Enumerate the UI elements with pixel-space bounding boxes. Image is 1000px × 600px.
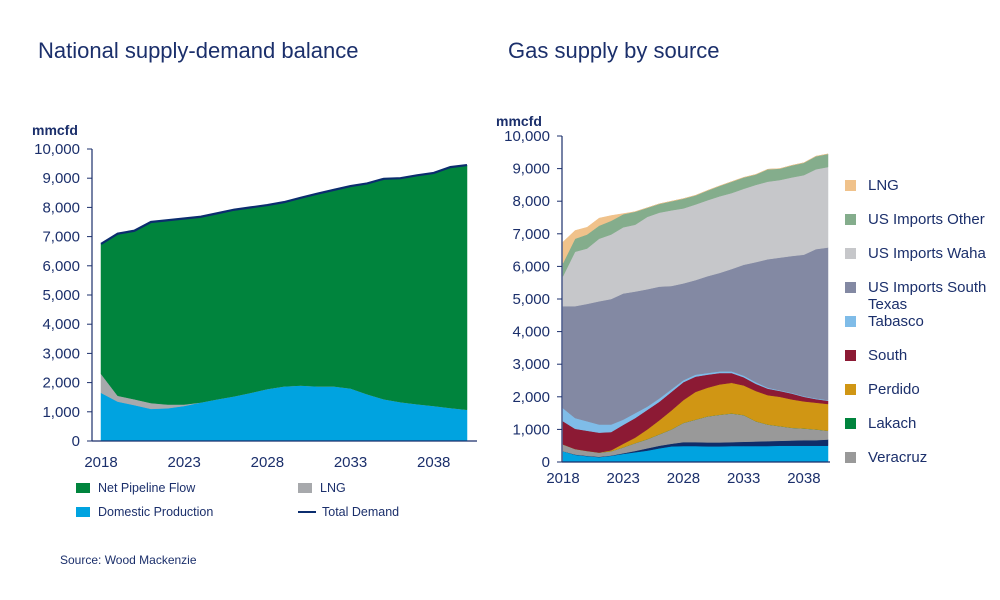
- y-tick-label: 1,000: [512, 421, 550, 438]
- y-tick-label: 8,000: [512, 193, 550, 210]
- legend-label: US Imports Other: [868, 211, 985, 228]
- legend-swatch: [845, 350, 856, 361]
- x-tick-label: 2033: [727, 470, 760, 487]
- y-tick-label: 6,000: [42, 258, 80, 275]
- right-chart-title: Gas supply by source: [508, 38, 720, 63]
- series-line-total-demand: [100, 163, 468, 245]
- y-tick-label: 4,000: [512, 324, 550, 341]
- legend-label: Veracruz: [868, 449, 928, 466]
- legend-label: Net Pipeline Flow: [98, 481, 196, 495]
- y-tick-label: 10,000: [504, 128, 550, 145]
- legend-label: US Imports South Texas: [868, 279, 987, 313]
- legend-swatch: [845, 316, 856, 327]
- legend-label: South: [868, 347, 908, 364]
- legend-perdido: Perdido: [845, 381, 995, 398]
- legend-veracruz: Veracruz: [845, 449, 995, 466]
- legend-swatch: [845, 214, 856, 225]
- left-chart-title: National supply-demand balance: [38, 38, 359, 63]
- legend-swatch: [845, 180, 856, 191]
- x-tick-label: 2028: [667, 470, 700, 487]
- x-tick-label: 2018: [546, 470, 579, 487]
- legend-net-pipeline: Net Pipeline Flow: [76, 481, 195, 495]
- legend-label: LNG: [868, 177, 899, 194]
- legend-total-demand: Total Demand: [298, 505, 399, 519]
- legend-swatch: [845, 248, 856, 259]
- y-tick-label: 3,000: [42, 345, 80, 362]
- legend-us-imports-other: US Imports Other: [845, 211, 995, 228]
- legend-lng-right: LNG: [845, 177, 995, 194]
- y-tick-label: 0: [72, 433, 80, 450]
- legend-swatch: [76, 483, 90, 493]
- y-unit-label: mmcfd: [32, 122, 78, 138]
- legend-lng: LNG: [298, 481, 346, 495]
- y-tick-label: 2,000: [512, 389, 550, 406]
- legend-swatch: [845, 418, 856, 429]
- x-tick-label: 2028: [251, 454, 284, 471]
- legend-label: Total Demand: [322, 505, 400, 519]
- legend-label: Tabasco: [868, 313, 924, 330]
- legend-label: Perdido: [868, 381, 920, 398]
- legend-swatch: [845, 452, 856, 463]
- y-tick-label: 7,000: [42, 229, 80, 246]
- legend-swatch: [845, 282, 856, 293]
- y-tick-label: 5,000: [42, 287, 80, 304]
- x-tick-label: 2023: [167, 454, 200, 471]
- legend-domestic-production: Domestic Production: [76, 505, 213, 519]
- x-tick-label: 2038: [417, 454, 450, 471]
- legend-label: US Imports Waha: [868, 245, 986, 262]
- legend-lakach: Lakach: [845, 415, 995, 432]
- legend-swatch: [845, 384, 856, 395]
- x-tick-label: 2033: [334, 454, 367, 471]
- legend-south: South: [845, 347, 995, 364]
- legend-label: LNG: [320, 481, 346, 495]
- legend-us-imports-south-texas: US Imports South Texas: [845, 279, 995, 313]
- y-tick-label: 2,000: [42, 375, 80, 392]
- x-tick-label: 2023: [607, 470, 640, 487]
- legend-swatch: [76, 507, 90, 517]
- x-tick-label: 2018: [84, 454, 117, 471]
- legend-label: Domestic Production: [98, 505, 214, 519]
- legend-tabasco: Tabasco: [845, 313, 995, 330]
- y-tick-label: 3,000: [512, 356, 550, 373]
- y-tick-label: 8,000: [42, 199, 80, 216]
- legend-us-imports-waha: US Imports Waha: [845, 245, 995, 262]
- y-tick-label: 9,000: [512, 161, 550, 178]
- y-tick-label: 4,000: [42, 316, 80, 333]
- y-tick-label: 1,000: [42, 404, 80, 421]
- legend-swatch: [298, 483, 312, 493]
- y-unit-label: mmcfd: [496, 113, 542, 129]
- y-tick-label: 10,000: [34, 141, 80, 158]
- y-tick-label: 0: [542, 454, 550, 471]
- area-lng: [562, 153, 829, 264]
- y-tick-label: 6,000: [512, 258, 550, 275]
- legend-swatch: [298, 511, 316, 513]
- y-tick-label: 5,000: [512, 291, 550, 308]
- legend-label: Lakach: [868, 415, 917, 432]
- y-tick-label: 9,000: [42, 170, 80, 187]
- source-note: Source: Wood Mackenzie: [60, 553, 197, 567]
- x-tick-label: 2038: [787, 470, 820, 487]
- y-tick-label: 7,000: [512, 226, 550, 243]
